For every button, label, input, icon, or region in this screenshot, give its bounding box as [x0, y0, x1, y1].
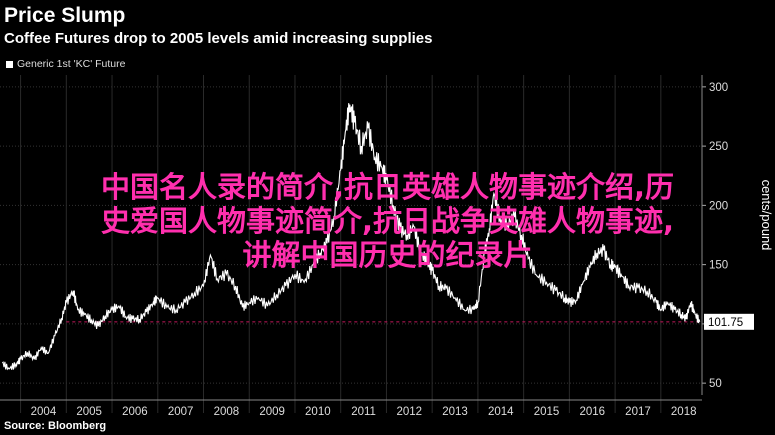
- y-axis-label: cents/pound: [759, 180, 774, 251]
- x-tick-label: 2005: [76, 406, 102, 418]
- y-tick-label: 150: [709, 260, 728, 272]
- x-tick-label: 2011: [351, 406, 376, 418]
- legend-swatch: [6, 60, 13, 68]
- x-tick-label: 2016: [579, 406, 605, 418]
- x-tick-label: 2010: [305, 406, 331, 418]
- y-tick-label: 300: [709, 82, 728, 94]
- x-tick-label: 2018: [671, 406, 697, 418]
- last-value-label-group: 101.75: [704, 313, 754, 330]
- chart-subtitle: Coffee Futures drop to 2005 levels amid …: [4, 30, 433, 47]
- x-tick-label: 2006: [122, 406, 148, 418]
- x-tick-label: 2007: [168, 406, 194, 418]
- overlay-text: 中国名人录的简介,抗日英雄人物事迹介绍,历 史爱国人物事迹简介,抗日战争英雄人物…: [0, 170, 775, 272]
- x-tick-label: 2013: [442, 406, 468, 418]
- x-tick-label: 2012: [397, 406, 423, 418]
- x-tick-label: 2014: [488, 406, 514, 418]
- y-tick-label: 50: [709, 378, 722, 390]
- x-tick-label: 2008: [214, 406, 240, 418]
- x-tick-label: 2009: [259, 406, 285, 418]
- axes: [0, 75, 706, 401]
- y-tick-label: 250: [709, 141, 728, 153]
- x-tick-label: 2017: [625, 406, 651, 418]
- source-note: Source: Bloomberg: [4, 420, 107, 432]
- x-tick-label: 2015: [534, 406, 560, 418]
- legend-label: Generic 1st 'KC' Future: [17, 58, 126, 70]
- series-group: [1, 103, 701, 371]
- series-line-0: [1, 103, 701, 371]
- last-value-badge: [704, 313, 754, 330]
- x-tick-label: 2004: [31, 406, 57, 418]
- y-tick-label: 200: [709, 200, 728, 212]
- overlay-line-2: 史爱国人物事迹简介,抗日战争英雄人物事迹,: [100, 204, 675, 238]
- overlay-line-1: 中国名人录的简介,抗日英雄人物事迹介绍,历: [100, 170, 675, 204]
- last-value-label: 101.75: [708, 317, 743, 329]
- overlay-line-3: 讲解中国历史的纪录片: [242, 238, 533, 272]
- legend: Generic 1st 'KC' Future: [6, 58, 125, 70]
- chart-title: Price Slump: [4, 4, 126, 27]
